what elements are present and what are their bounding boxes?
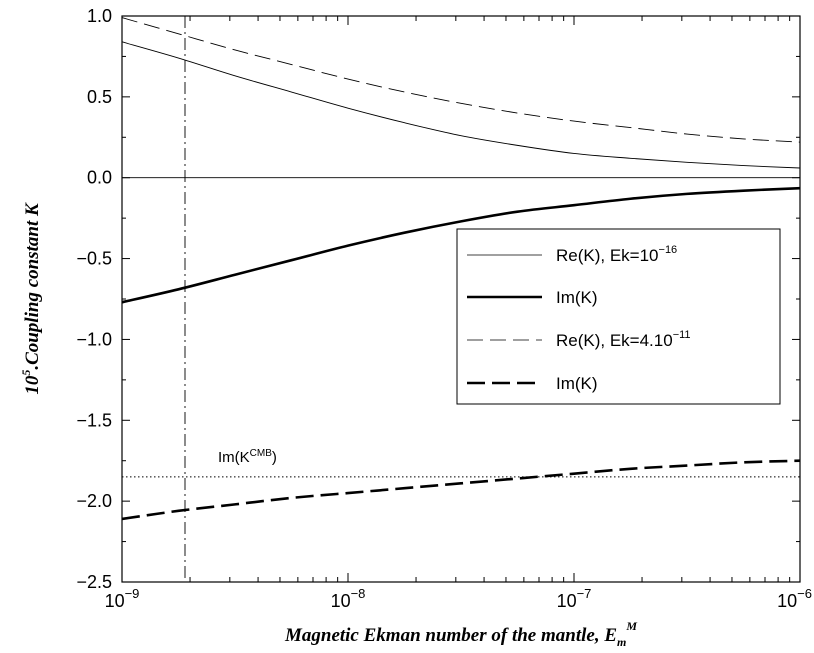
series-line-0 [121,41,801,169]
y-tick-label: 0.0 [87,168,112,188]
legend-box [456,228,781,405]
series-line-2 [121,17,801,143]
y-tick-label: −1.5 [76,410,112,430]
x-tick-label: 10−7 [557,586,592,611]
legend-label-re-k-ek16: Re(K), Ek=10−16 [556,244,677,265]
y-tick-label: −0.5 [76,249,112,269]
series-line-3 [121,459,801,521]
y-tick-label: −2.5 [76,572,112,592]
series-line-1 [121,186,801,304]
legend: Re(K), Ek=10−16 Im(K) Re(K), Ek=4.10−11 … [456,228,781,405]
series-lines [121,17,801,521]
y-tick-label: −1.0 [76,329,112,349]
y-tick-label: 1.0 [87,6,112,26]
x-axis-title: Magnetic Ekman number of the mantle, EmM [284,619,637,649]
x-tick-label: 10−8 [331,586,366,611]
y-axis-title: 105.Coupling constant K [19,202,43,395]
x-tick-label: 10−9 [105,586,140,611]
y-tick-label: 0.5 [87,87,112,107]
legend-label-re-k-ek11: Re(K), Ek=4.10−11 [556,329,691,350]
axes: 1.0 0.5 0.0 −0.5 −1.0 −1.5 −2.0 −2.510−9 10−8 10−… [76,6,812,611]
legend-label-im-k-thick: Im(K) [556,288,598,307]
reference-lines [122,16,800,582]
im-k-cmb-annotation: Im(KCMB) [218,448,277,466]
x-tick-label: 10−6 [777,586,812,611]
legend-label-im-k-dashed: Im(K) [556,374,598,393]
y-tick-label: −2.0 [76,491,112,511]
